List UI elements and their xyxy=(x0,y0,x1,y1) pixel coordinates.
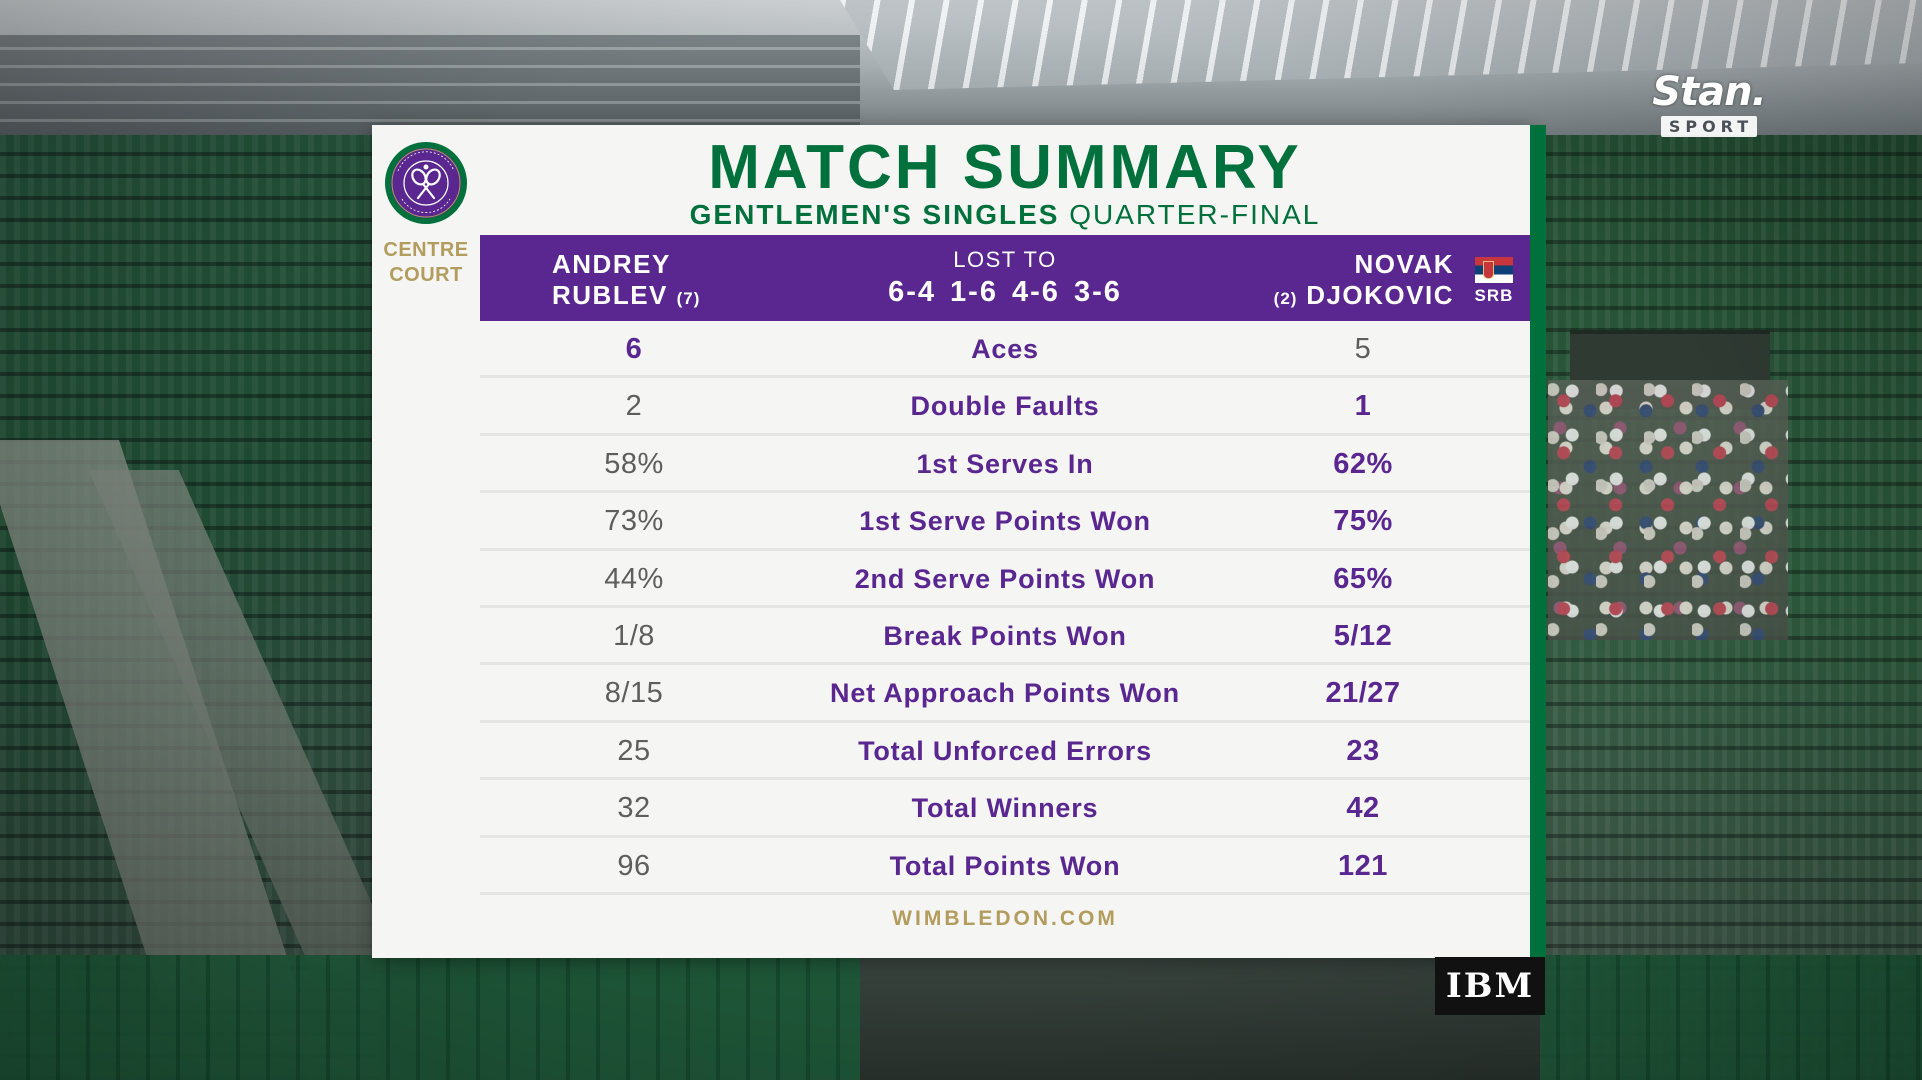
stat-row: 96 Total Points Won 121 xyxy=(480,838,1530,895)
footer-url: WIMBLEDON.COM xyxy=(892,907,1118,930)
serbia-flag-icon xyxy=(1475,257,1513,283)
stat-value-player1: 6 xyxy=(625,333,643,365)
stat-value-player2: 75% xyxy=(1333,505,1393,538)
stat-label: Aces xyxy=(971,334,1039,364)
stat-label: Total Points Won xyxy=(889,850,1121,881)
stat-value-player1: 44% xyxy=(604,562,664,595)
stat-value-player2: 62% xyxy=(1333,447,1393,480)
stat-value-player1: 32 xyxy=(617,792,651,825)
venue-label: CENTRE COURT xyxy=(372,238,480,288)
player1-name: ANDREY RUBLEV (7) xyxy=(552,249,700,314)
stands-bottom-wall xyxy=(860,955,1540,1080)
panel-title: MATCH SUMMARY xyxy=(708,133,1302,202)
stat-value-player2: 65% xyxy=(1333,562,1393,595)
match-result: LOST TO 6-4 1-6 4-6 3-6 xyxy=(805,247,1205,311)
stat-label: Break Points Won xyxy=(883,620,1127,651)
stat-label: Net Approach Points Won xyxy=(830,678,1180,709)
stat-value-player2: 1 xyxy=(1354,390,1372,423)
broadcaster-sub: SPORT xyxy=(1660,116,1758,137)
stat-row: 32 Total Winners 42 xyxy=(480,780,1530,838)
player2-name: NOVAK (2) DJOKOVIC xyxy=(1274,249,1454,314)
stat-row: 25 Total Unforced Errors 23 xyxy=(480,723,1530,781)
crowd-right xyxy=(1548,380,1788,640)
ibm-logo: IBM xyxy=(1435,957,1545,1015)
venue-line1: CENTRE xyxy=(383,239,469,261)
stat-label: 1st Serve Points Won xyxy=(859,506,1151,537)
player1-seed: (7) xyxy=(676,289,701,308)
wimbledon-logo-icon xyxy=(385,142,467,224)
round-name: QUARTER-FINAL xyxy=(1069,199,1321,230)
stat-value-player1: 73% xyxy=(604,505,664,538)
player1-first: ANDREY xyxy=(552,249,671,279)
player2-seed: (2) xyxy=(1273,289,1298,308)
stat-value-player2: 21/27 xyxy=(1325,677,1401,710)
stat-value-player1: 1/8 xyxy=(613,619,655,652)
stat-row: 8/15 Net Approach Points Won 21/27 xyxy=(480,665,1530,723)
stat-value-player2: 5/12 xyxy=(1333,619,1393,652)
panel-subtitle: GENTLEMEN'S SINGLES QUARTER-FINAL xyxy=(480,195,1530,235)
broadcaster-logo: Stan. SPORT xyxy=(1648,70,1770,140)
stat-value-player1: 96 xyxy=(617,849,651,882)
result-label: LOST TO xyxy=(953,247,1057,272)
event-name: GENTLEMEN'S SINGLES xyxy=(689,199,1060,230)
result-header: ANDREY RUBLEV (7) LOST TO 6-4 1-6 4-6 3-… xyxy=(480,235,1530,321)
stats-table: 6 Aces 5 2 Double Faults 1 58% 1st Serves In 62%… xyxy=(480,321,1530,895)
player2-country: SRB xyxy=(1474,286,1514,305)
stat-value-player1: 8/15 xyxy=(604,677,664,710)
stat-label: Total Unforced Errors xyxy=(858,735,1152,766)
stat-value-player1: 25 xyxy=(617,734,651,767)
player2-first: NOVAK xyxy=(1354,249,1454,279)
stat-value-player2: 42 xyxy=(1346,792,1380,825)
stadium-roof-left xyxy=(0,35,860,140)
broadcaster-brand: Stan. xyxy=(1652,69,1767,115)
stat-value-player2: 121 xyxy=(1338,849,1388,882)
set-scores: 6-4 1-6 4-6 3-6 xyxy=(888,276,1122,308)
stat-label: 1st Serves In xyxy=(916,448,1094,479)
player2-nation: SRB xyxy=(1474,257,1514,306)
match-summary-panel: CENTRE COURT MATCH SUMMARY GENTLEMEN'S S… xyxy=(372,125,1530,958)
stat-row: 58% 1st Serves In 62% xyxy=(480,436,1530,494)
stat-row: 1/8 Break Points Won 5/12 xyxy=(480,608,1530,666)
stat-label: Total Winners xyxy=(911,793,1099,824)
venue-line2: COURT xyxy=(389,264,463,286)
stat-value-player2: 5 xyxy=(1354,333,1372,365)
stat-label: 2nd Serve Points Won xyxy=(854,563,1156,594)
stat-row: 6 Aces 5 xyxy=(480,321,1530,379)
stat-label: Double Faults xyxy=(910,391,1100,422)
stat-value-player1: 58% xyxy=(604,447,664,480)
player2-last: DJOKOVIC xyxy=(1306,280,1454,310)
stat-row: 44% 2nd Serve Points Won 65% xyxy=(480,551,1530,608)
player1-last: RUBLEV xyxy=(552,280,668,310)
panel-accent-stripe xyxy=(1530,125,1546,958)
stat-row: 73% 1st Serve Points Won 75% xyxy=(480,493,1530,551)
stat-value-player2: 23 xyxy=(1346,734,1380,767)
stat-value-player1: 2 xyxy=(625,390,643,423)
stat-row: 2 Double Faults 1 xyxy=(480,378,1530,436)
